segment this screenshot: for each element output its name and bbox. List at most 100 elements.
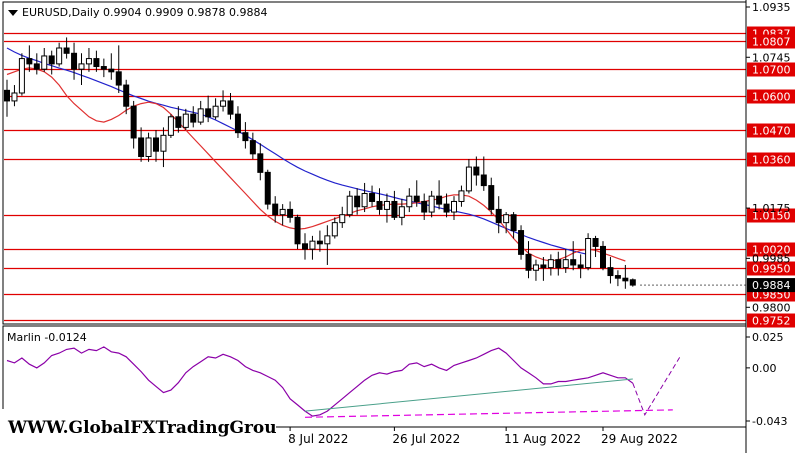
candle-body-down: [488, 185, 495, 210]
candle-body-down: [264, 171, 271, 205]
candle: [376, 188, 383, 215]
oscillator-trendline-lower: [304, 409, 673, 418]
candle: [525, 241, 532, 279]
level-label: 1.0600: [752, 91, 791, 104]
candle: [26, 45, 33, 72]
candle: [100, 58, 107, 78]
candle-body-down: [287, 208, 294, 218]
candle: [614, 270, 621, 287]
candle: [369, 185, 376, 207]
candle: [242, 122, 249, 149]
candle-body-up: [331, 222, 338, 237]
candle-body-down: [369, 193, 376, 202]
candle-body-up: [18, 58, 25, 94]
candle-body-down: [555, 259, 562, 269]
candle: [167, 114, 174, 138]
candle-body-down: [302, 243, 308, 250]
candle-body-up: [212, 105, 219, 118]
candle: [480, 156, 487, 191]
level-label: 1.0807: [752, 36, 791, 49]
candle-body-down: [376, 200, 383, 210]
candle: [406, 188, 413, 213]
candle: [309, 235, 316, 260]
price-tick-label: 1.0175: [752, 202, 791, 215]
candle-body-up: [56, 47, 63, 65]
candle-body-up: [428, 195, 435, 213]
candle-body-down: [130, 105, 137, 139]
candle: [473, 156, 480, 186]
level-label-bg: [747, 62, 795, 77]
candle: [175, 106, 182, 133]
candle: [153, 130, 159, 162]
oscillator-title: Marlin -0.0124: [7, 331, 87, 344]
candle: [532, 259, 539, 281]
candle: [413, 180, 420, 207]
candle: [383, 193, 390, 223]
price-tick-label: 0.9800: [752, 301, 791, 314]
candle-body-up: [220, 100, 227, 107]
candle: [182, 108, 189, 131]
candle-body-down: [413, 195, 420, 202]
candle: [272, 196, 279, 223]
time-tick-label: 26 Jul 2022: [392, 432, 460, 446]
candle-body-up: [361, 193, 368, 208]
collapse-arrow-icon[interactable]: [8, 10, 18, 16]
candle-body-up: [398, 206, 405, 218]
level-label: 0.9950: [752, 263, 791, 276]
candle: [85, 48, 92, 72]
candle-body-down: [272, 203, 279, 216]
candle-body-down: [93, 58, 100, 68]
candle: [264, 169, 271, 210]
candle: [41, 48, 48, 72]
candle-body-up: [78, 63, 85, 70]
candle: [197, 100, 204, 125]
candle: [607, 257, 614, 284]
candle: [212, 98, 219, 120]
candle: [451, 196, 457, 220]
candle-body-up: [547, 259, 554, 269]
candle-body-down: [33, 63, 40, 70]
time-tick-label: 29 Aug 2022: [601, 432, 678, 446]
candle-body-down: [354, 195, 361, 208]
candle-body-down: [100, 66, 107, 70]
candle-body-up: [465, 166, 472, 192]
candle-body-down: [63, 47, 70, 54]
candle-body-down: [570, 259, 577, 266]
candle-body-down: [316, 240, 323, 245]
candle-body-up: [458, 190, 465, 202]
candle-body-up: [41, 55, 48, 70]
candle: [220, 90, 227, 112]
candle: [339, 206, 346, 228]
candle-body-down: [249, 140, 256, 155]
candle: [458, 185, 465, 207]
oscillator-line: [6, 346, 634, 417]
candle: [585, 233, 592, 271]
candle-body-down: [26, 58, 33, 65]
candle: [302, 233, 308, 260]
candle: [622, 264, 629, 289]
candle: [570, 241, 577, 271]
level-label: 1.0150: [752, 210, 791, 223]
candle: [130, 100, 137, 149]
candle: [160, 127, 167, 168]
candle-body-up: [309, 240, 316, 250]
level-label: 1.0700: [752, 64, 791, 77]
candles-layer: [4, 37, 636, 289]
candle: [138, 127, 145, 162]
candle-body-up: [145, 137, 152, 157]
candle-body-up: [532, 264, 539, 271]
candle: [257, 143, 264, 181]
level-label-bg: [747, 261, 795, 276]
candle: [316, 230, 323, 252]
candle-body-down: [600, 245, 606, 269]
candle: [465, 159, 472, 194]
candle-body-up: [160, 134, 167, 152]
candle-body-up: [383, 200, 390, 210]
candle: [577, 254, 584, 279]
candle-body-down: [48, 55, 55, 65]
oscillator-layer: [6, 346, 682, 418]
candle: [428, 190, 435, 218]
candle-body-up: [85, 58, 92, 65]
candle-body-up: [562, 259, 569, 269]
level-label: 1.0360: [752, 154, 791, 167]
